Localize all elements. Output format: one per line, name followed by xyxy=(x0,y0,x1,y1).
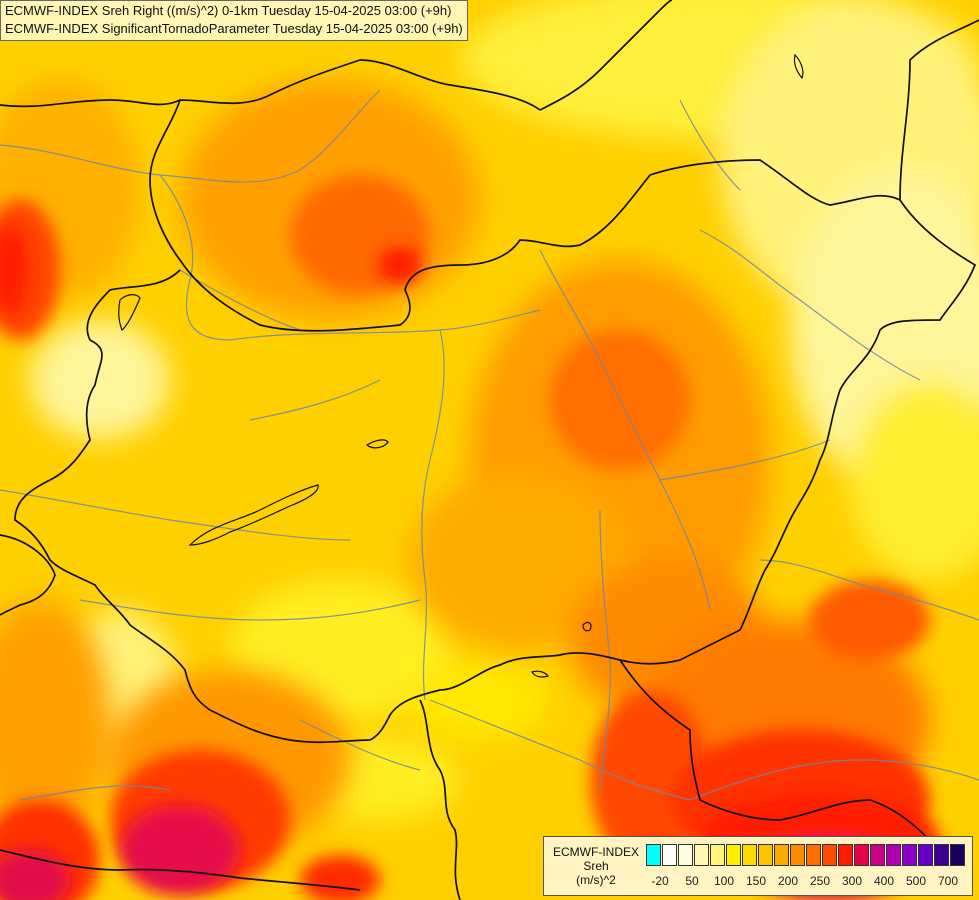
legend-unit: (m/s)^2 xyxy=(576,873,616,887)
legend-model: ECMWF-INDEX xyxy=(553,845,639,859)
legend-tick-label: 100 xyxy=(713,874,735,888)
legend-swatch xyxy=(758,844,773,866)
legend-swatch xyxy=(838,844,853,866)
legend-swatch xyxy=(918,844,933,866)
legend-swatch xyxy=(662,844,677,866)
legend-color-scale xyxy=(646,844,966,866)
legend-swatch xyxy=(806,844,821,866)
legend-tick-label: 250 xyxy=(809,874,831,888)
legend-tick-label: 200 xyxy=(777,874,799,888)
legend-swatch xyxy=(710,844,725,866)
legend-title: ECMWF-INDEX Sreh (m/s)^2 xyxy=(548,845,644,887)
lakes xyxy=(118,53,804,678)
legend-tick-label: 150 xyxy=(745,874,767,888)
legend-swatch xyxy=(678,844,693,866)
legend-tick-label: 400 xyxy=(873,874,895,888)
legend-swatch xyxy=(886,844,901,866)
legend-tick-label: 500 xyxy=(905,874,927,888)
legend-swatch xyxy=(726,844,741,866)
legend-tick-label: 300 xyxy=(841,874,863,888)
legend-tick-labels: -20 50 100 150 200 250 300 400 500 700 xyxy=(646,874,966,890)
legend-swatch xyxy=(902,844,917,866)
legend-tick-label: 50 xyxy=(685,874,699,888)
legend-swatch xyxy=(854,844,869,866)
map-title-box: ECMWF-INDEX Sreh Right ((m/s)^2) 0-1km T… xyxy=(0,0,468,41)
legend-field: Sreh xyxy=(583,859,609,873)
legend-swatch xyxy=(950,844,965,866)
legend-swatch xyxy=(790,844,805,866)
legend-tick-label: 700 xyxy=(937,874,959,888)
rivers xyxy=(0,89,979,801)
legend-swatch xyxy=(646,844,661,866)
map-title-line-2: ECMWF-INDEX SignificantTornadoParameter … xyxy=(5,21,463,36)
legend-tick-label: -20 xyxy=(651,874,669,888)
legend-swatch xyxy=(822,844,837,866)
legend-swatch xyxy=(870,844,885,866)
legend: ECMWF-INDEX Sreh (m/s)^2 -20 50 100 150 200 2… xyxy=(543,836,973,896)
legend-swatch xyxy=(934,844,949,866)
map-title-line-1: ECMWF-INDEX Sreh Right ((m/s)^2) 0-1km T… xyxy=(5,3,452,18)
legend-swatch xyxy=(742,844,757,866)
legend-swatch xyxy=(774,844,789,866)
legend-swatch xyxy=(694,844,709,866)
